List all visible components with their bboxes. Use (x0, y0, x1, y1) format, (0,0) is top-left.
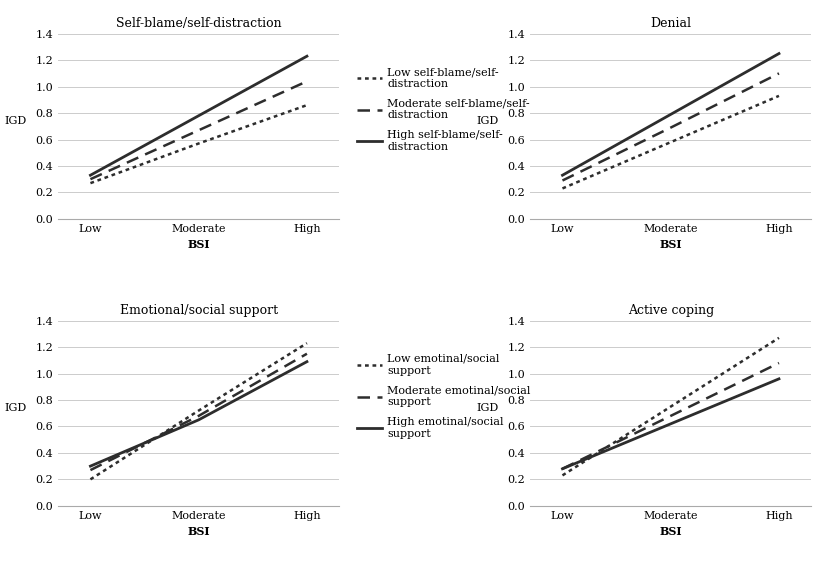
Line: Moderate active
coping: Moderate active coping (562, 363, 778, 469)
Moderate active
coping (557, 465, 566, 472)
High active
coping (557, 465, 566, 472)
Low emotinal/social
support (85, 476, 95, 483)
Title: Active coping: Active coping (627, 303, 713, 317)
Moderate active
coping (665, 413, 675, 419)
High emotinal/social
support (194, 416, 203, 423)
Line: Low active
coping: Low active coping (562, 338, 778, 475)
X-axis label: BSI: BSI (658, 526, 681, 537)
Line: Moderate denial: Moderate denial (562, 74, 778, 180)
X-axis label: BSI: BSI (658, 239, 681, 250)
Y-axis label: IGD: IGD (5, 404, 27, 413)
Y-axis label: IGD: IGD (476, 404, 499, 413)
Title: Emotional/social support: Emotional/social support (119, 303, 277, 317)
Line: High denial: High denial (562, 53, 778, 175)
Moderate denial (773, 70, 783, 77)
High emotinal/social
support (85, 463, 95, 469)
Moderate emotinal/social
support (85, 466, 95, 473)
High self-blame/self-
distraction (302, 53, 312, 60)
High denial (557, 172, 566, 179)
Moderate self-blame/self-
distraction (194, 127, 203, 134)
Moderate active
coping (773, 360, 783, 366)
Line: High emotinal/social
support: High emotinal/social support (90, 362, 307, 466)
Low denial (665, 139, 675, 146)
Title: Self-blame/self-distraction: Self-blame/self-distraction (116, 17, 281, 30)
Line: Low denial: Low denial (562, 96, 778, 188)
High self-blame/self-
distraction (194, 112, 203, 119)
Low active
coping (773, 334, 783, 341)
Line: Low self-blame/self-
distraction: Low self-blame/self- distraction (90, 105, 307, 183)
Line: Moderate self-blame/self-
distraction: Moderate self-blame/self- distraction (90, 81, 307, 179)
High denial (773, 50, 783, 57)
Low emotinal/social
support (194, 407, 203, 414)
Line: High self-blame/self-
distraction: High self-blame/self- distraction (90, 56, 307, 175)
Moderate emotinal/social
support (194, 413, 203, 419)
Moderate self-blame/self-
distraction (85, 176, 95, 183)
Low denial (557, 185, 566, 192)
Low denial (773, 93, 783, 99)
Legend: Low self-blame/self-
distraction, Moderate self-blame/self-
distraction, High se: Low self-blame/self- distraction, Modera… (356, 67, 529, 152)
High active
coping (665, 420, 675, 427)
Low emotinal/social
support (302, 340, 312, 347)
Legend: Low emotinal/social
support, Moderate emotinal/social
support, High emotinal/soc: Low emotinal/social support, Moderate em… (356, 354, 530, 439)
Moderate denial (557, 177, 566, 184)
X-axis label: BSI: BSI (187, 239, 210, 250)
Y-axis label: IGD: IGD (5, 116, 27, 126)
High emotinal/social
support (302, 359, 312, 365)
High denial (665, 111, 675, 118)
Low active
coping (557, 472, 566, 479)
Low self-blame/self-
distraction (85, 180, 95, 187)
Moderate emotinal/social
support (302, 350, 312, 357)
X-axis label: BSI: BSI (187, 526, 210, 537)
Moderate denial (665, 124, 675, 131)
High active
coping (773, 375, 783, 382)
Line: Moderate emotinal/social
support: Moderate emotinal/social support (90, 353, 307, 470)
Line: High active
coping: High active coping (562, 379, 778, 469)
Title: Denial: Denial (649, 17, 691, 30)
Low self-blame/self-
distraction (194, 140, 203, 147)
Moderate self-blame/self-
distraction (302, 78, 312, 85)
High self-blame/self-
distraction (85, 172, 95, 179)
Line: Low emotinal/social
support: Low emotinal/social support (90, 343, 307, 479)
Y-axis label: IGD: IGD (476, 116, 499, 126)
Low self-blame/self-
distraction (302, 102, 312, 108)
Low active
coping (665, 404, 675, 410)
